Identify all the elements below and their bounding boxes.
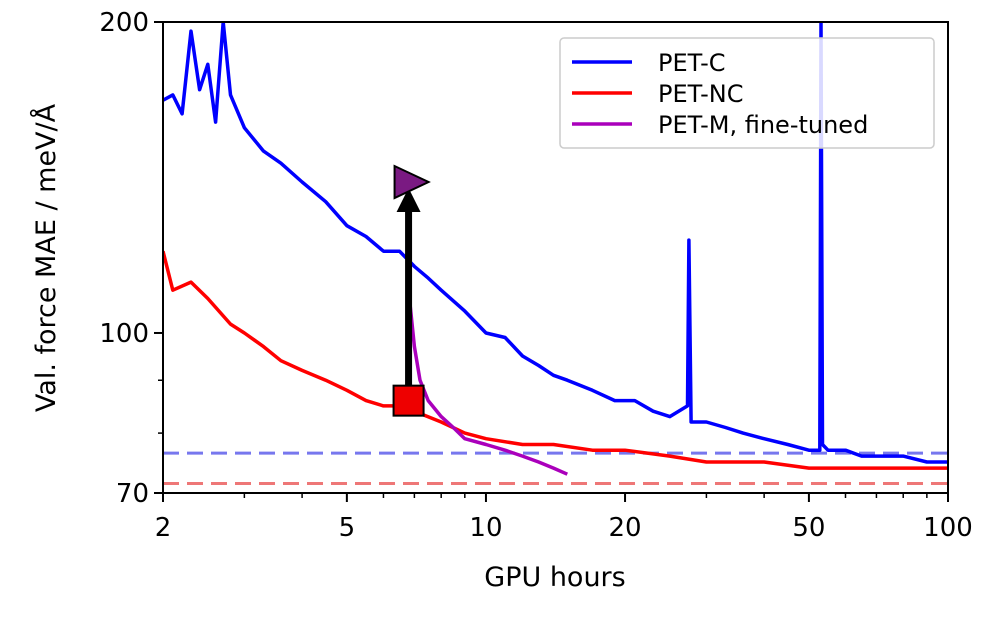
- plot-frame: [162, 21, 949, 494]
- marker-square: [392, 384, 425, 417]
- x-tick-label: 100: [923, 513, 973, 543]
- legend-label: PET-C: [658, 49, 726, 77]
- annotation-markers: [392, 164, 431, 417]
- legend: PET-C PET-NC PET-M, fine-tuned: [559, 37, 935, 149]
- y-axis-label: Val. force MAE / meV/Å: [30, 103, 62, 412]
- legend-label: PET-M, fine-tuned: [658, 111, 868, 139]
- legend-box: [559, 37, 935, 149]
- y-tick-label: 100: [99, 319, 149, 349]
- series-line-pet-nc: [163, 250, 948, 470]
- x-axis-label: GPU hours: [484, 562, 625, 593]
- reference-lines: [163, 451, 948, 485]
- annotation-arrow-head: [396, 188, 421, 213]
- x-tick-label: 2: [155, 513, 172, 543]
- series-line-pet-m-fine-tuned: [406, 290, 569, 476]
- legend-items: PET-C PET-NC PET-M, fine-tuned: [572, 49, 868, 139]
- y-tick-label: 200: [99, 8, 149, 38]
- legend-label: PET-NC: [658, 80, 743, 108]
- series-lines: [163, 22, 948, 476]
- y-tick-label: 70: [116, 479, 149, 509]
- marker-triangle: [393, 164, 431, 200]
- y-axis-ticks: 70 100 200: [99, 8, 163, 509]
- x-tick-label: 20: [608, 513, 641, 543]
- series-line-pet-c: [163, 22, 948, 464]
- x-tick-label: 10: [469, 513, 502, 543]
- x-tick-label: 5: [339, 513, 356, 543]
- x-axis-ticks: 2 5 10 20 50 100: [155, 493, 973, 543]
- x-tick-label: 50: [792, 513, 825, 543]
